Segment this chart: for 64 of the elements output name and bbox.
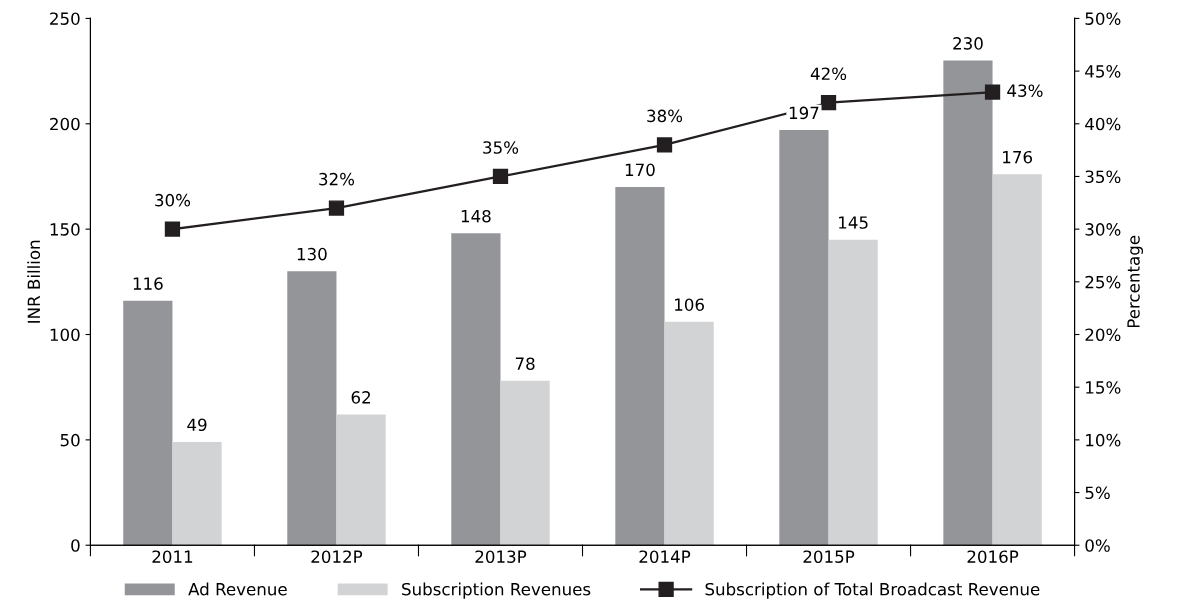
data-label: 197 <box>789 106 819 120</box>
bar <box>992 174 1042 546</box>
point <box>820 95 837 111</box>
data-label: 130 <box>297 247 327 261</box>
data-label: 106 <box>675 298 704 311</box>
y2-tick-label: 50% <box>1085 12 1121 25</box>
data-label: 78 <box>515 357 535 370</box>
point <box>164 221 181 237</box>
x-tick-label: 2012P <box>311 550 363 563</box>
bar <box>943 60 993 546</box>
point <box>328 200 345 216</box>
legend-label: Subscription Revenues <box>402 582 591 599</box>
y2-tick-label: 45% <box>1085 65 1121 78</box>
x-tick-label: 2013P <box>475 550 527 563</box>
data-label: 49 <box>187 418 207 432</box>
data-label: 62 <box>351 391 371 404</box>
y-tick-label: 200 <box>50 117 80 131</box>
data-label: 116 <box>133 277 163 290</box>
data-label: 38% <box>647 109 683 123</box>
x-tick-label: 2014P <box>639 550 691 563</box>
bar <box>172 441 222 546</box>
data-label: 42% <box>810 67 847 81</box>
y2-tick-label: 5% <box>1085 486 1110 500</box>
legend-label: Ad Revenue <box>188 582 287 596</box>
legend-label: Subscription of Total Broadcast Revenue <box>705 582 1040 599</box>
data-label: 145 <box>839 216 868 229</box>
y2-tick-label: 25% <box>1085 275 1121 289</box>
point <box>984 84 1001 100</box>
data-label: 148 <box>461 209 491 223</box>
y2-tick-label: 15% <box>1086 381 1121 394</box>
point <box>492 168 509 185</box>
y-axis-title: INR Billion <box>27 240 41 323</box>
point <box>656 137 673 153</box>
y2-tick-label: 40% <box>1085 117 1121 131</box>
data-label: 170 <box>625 163 655 177</box>
y-tick-label: 50 <box>60 433 80 447</box>
bar <box>779 130 829 546</box>
bar <box>287 271 337 546</box>
y-tick-label: 150 <box>50 223 80 236</box>
bar <box>451 233 501 546</box>
y-tick-label: 100 <box>50 328 80 342</box>
bar <box>123 300 173 546</box>
bar <box>615 187 665 546</box>
y2-tick-label: 35% <box>1085 170 1121 184</box>
x-tick-label: 2015P <box>803 550 855 563</box>
bar <box>336 414 386 546</box>
y2-tick-label: 10% <box>1086 433 1121 447</box>
data-label: 230 <box>953 37 983 50</box>
x-tick-label: 2016P <box>967 550 1019 563</box>
data-label: 176 <box>1003 150 1033 164</box>
y2-tick-label: 20% <box>1085 328 1121 342</box>
y2-axis-title: Percentage <box>1127 235 1144 328</box>
y2-tick-label: 0% <box>1085 539 1110 552</box>
bar <box>500 380 550 546</box>
y-tick-label: 250 <box>50 12 80 25</box>
data-label: 43% <box>1007 84 1043 98</box>
bar <box>664 321 714 546</box>
x-tick-label: 2011 <box>152 550 193 563</box>
data-label: 30% <box>155 193 191 207</box>
bar <box>828 239 878 546</box>
data-label: 32% <box>319 172 355 186</box>
data-label: 35% <box>483 141 519 154</box>
y-tick-label: 0 <box>71 539 80 552</box>
y2-tick-label: 30% <box>1085 223 1121 236</box>
